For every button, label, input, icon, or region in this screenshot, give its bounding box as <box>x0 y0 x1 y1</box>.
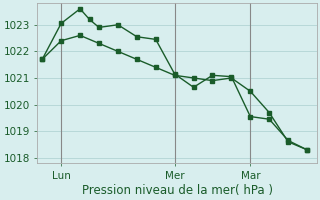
X-axis label: Pression niveau de la mer( hPa ): Pression niveau de la mer( hPa ) <box>82 184 273 197</box>
